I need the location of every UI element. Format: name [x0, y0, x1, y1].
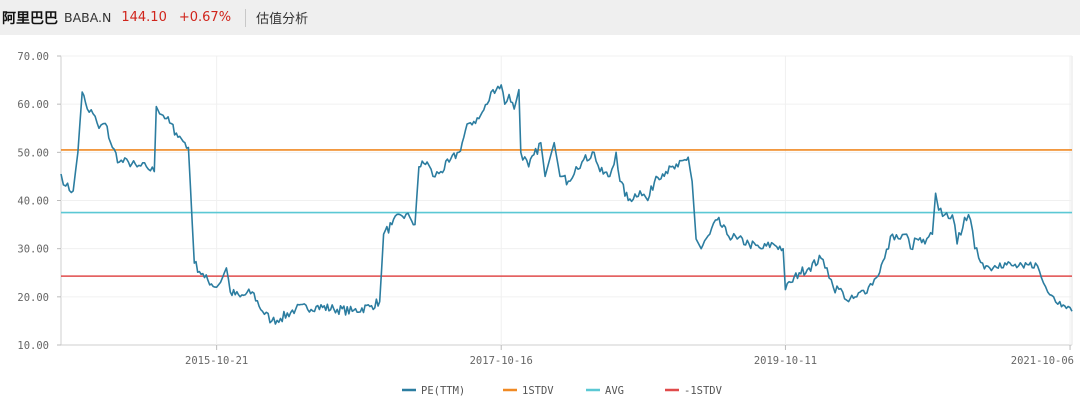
tab-valuation-analysis[interactable]: 估值分析 [256, 12, 309, 27]
legend-label: PE(TTM) [421, 385, 465, 397]
header-divider [245, 8, 247, 27]
legend-label: 1STDV [522, 385, 554, 397]
x-axis: 2015-10-21 2017-10-16 2019-10-11 2021-10-06 [185, 345, 1074, 367]
quote-header: 阿里巴巴 BABA.N 144.10 +0.67% 估值分析 [0, 0, 1080, 35]
x-tick-label: 2021-10-06 [1011, 355, 1074, 367]
x-tick-label: 2017-10-16 [470, 355, 533, 367]
y-tick-label: 30.00 [17, 244, 49, 256]
legend-label: AVG [605, 385, 624, 397]
x-tick-label: 2019-10-11 [754, 355, 817, 367]
y-tick-label: 10.00 [17, 340, 49, 352]
pe-ttm-line [60, 84, 1073, 325]
y-tick-label: 60.00 [17, 99, 49, 111]
y-axis: 70.00 60.00 50.00 40.00 30.00 20.00 10.00 [17, 51, 61, 352]
y-tick-label: 20.00 [17, 292, 49, 304]
chart-grid [60, 55, 1073, 346]
y-tick-label: 50.00 [17, 147, 49, 159]
stdev-lines [61, 149, 1072, 277]
ticker-symbol: BABA.N [64, 10, 112, 25]
price-change: +0.67% [178, 10, 232, 25]
price-value: 144.10 [121, 10, 167, 25]
chart-legend: PE(TTM) 1STDV AVG -1STDV [402, 385, 723, 397]
y-tick-label: 40.00 [17, 196, 49, 208]
pe-series [60, 84, 1073, 325]
legend-label: -1STDV [684, 385, 723, 397]
company-name: 阿里巴巴 [2, 10, 58, 27]
y-tick-label: 70.00 [17, 51, 49, 63]
pe-chart: 70.00 60.00 50.00 40.00 30.00 20.00 10.00 2015… [17, 51, 1074, 397]
x-tick-label: 2015-10-21 [185, 355, 248, 367]
